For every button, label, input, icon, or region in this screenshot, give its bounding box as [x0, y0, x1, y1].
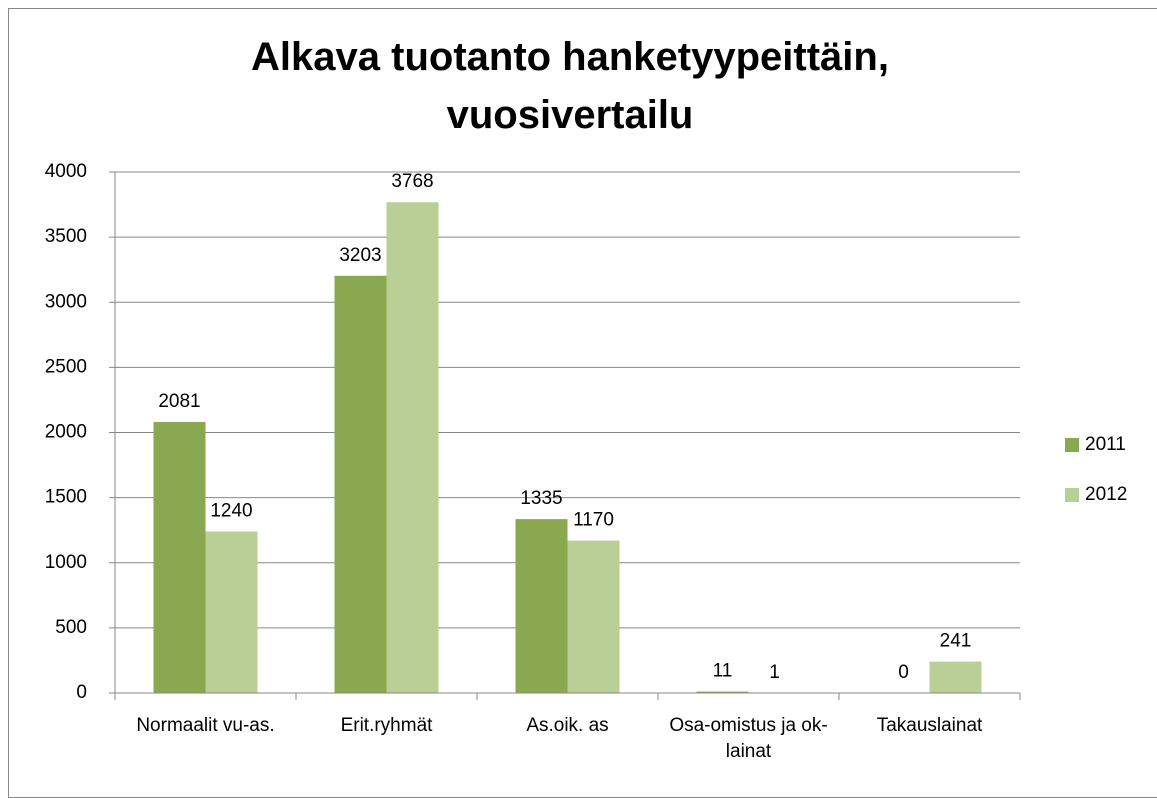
y-tick-label: 2500	[45, 356, 87, 377]
y-tick-label: 1500	[45, 487, 87, 508]
bar	[568, 541, 620, 693]
legend-swatch	[1065, 438, 1079, 452]
data-label: 1240	[210, 501, 252, 522]
data-label: 1170	[573, 510, 614, 531]
bar	[516, 519, 568, 693]
bar	[206, 531, 258, 693]
bar	[387, 202, 439, 693]
y-tick-label: 3500	[45, 226, 87, 247]
bar	[930, 662, 982, 693]
data-label: 3203	[339, 245, 381, 266]
data-label: 1335	[520, 488, 562, 509]
x-tick-label: Erit.ryhmät	[302, 713, 472, 739]
legend-swatch	[1065, 488, 1079, 502]
bar	[154, 422, 206, 693]
data-label: 3768	[391, 171, 433, 192]
legend-label: 2011	[1085, 434, 1126, 455]
data-label: 2081	[158, 391, 200, 412]
y-tick-label: 1000	[45, 552, 87, 573]
legend-label: 2012	[1085, 484, 1127, 505]
x-tick-label: Normaalit vu-as.	[121, 713, 291, 739]
data-label: 0	[898, 662, 909, 683]
y-tick-label: 4000	[45, 161, 87, 182]
x-tick-label: As.oik. as	[483, 713, 653, 739]
y-tick-label: 0	[76, 682, 87, 703]
x-tick-label: Takauslainat	[845, 713, 1015, 739]
chart-title: Alkava tuotanto hanketyypeittäin, vuosiv…	[180, 28, 960, 144]
y-tick-label: 500	[55, 617, 87, 638]
y-tick-label: 2000	[45, 422, 87, 443]
data-label: 241	[940, 631, 972, 652]
data-label: 1	[769, 662, 780, 683]
y-tick-label: 3000	[45, 291, 87, 312]
bar	[335, 276, 387, 693]
data-label: 11	[713, 661, 733, 682]
x-tick-label: Osa-omistus ja ok-lainat	[664, 713, 834, 765]
